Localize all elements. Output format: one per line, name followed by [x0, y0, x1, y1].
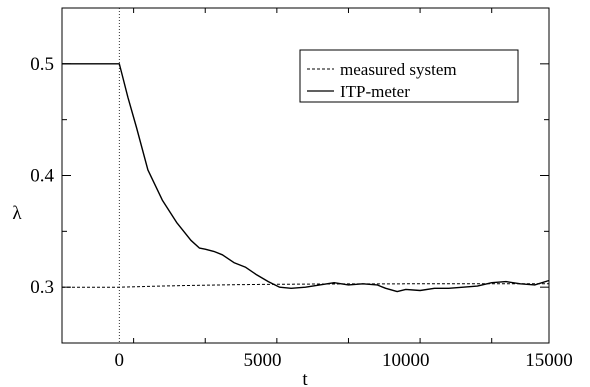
y-axis-ticks: 0.3 0.4 0.5 [30, 7, 549, 344]
y-tick-label: 0.3 [30, 277, 54, 298]
x-axis-label: t [302, 369, 308, 387]
series-line-measured-system [62, 283, 549, 288]
x-tick-label: 15000 [525, 350, 573, 371]
x-tick-label: 10000 [382, 350, 430, 371]
x-tick-label: 0 [115, 350, 125, 371]
x-tick-label: 5000 [244, 350, 282, 371]
y-axis-label: λ [12, 203, 22, 224]
legend-label-itp-meter: ITP-meter [340, 82, 410, 101]
x-axis-ticks: 0 5000 10000 15000 [61, 8, 573, 371]
series-line-itp-meter [62, 63, 550, 293]
legend-label-measured-system: measured system [340, 60, 457, 79]
y-tick-label: 0.5 [30, 54, 54, 75]
series-layer [62, 63, 550, 293]
legend: measured system ITP-meter [299, 49, 519, 103]
legend-box [299, 49, 519, 103]
y-tick-label: 0.4 [30, 166, 54, 187]
